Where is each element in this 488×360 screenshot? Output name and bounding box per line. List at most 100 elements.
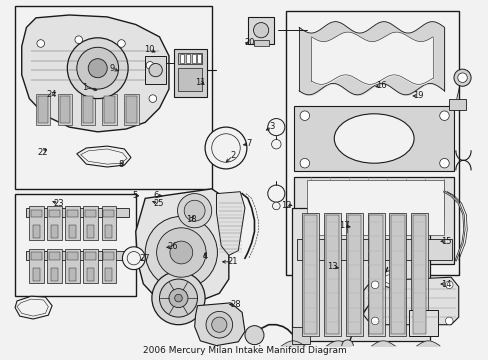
Bar	[47, 249, 61, 283]
Text: 6: 6	[153, 191, 159, 199]
Circle shape	[300, 158, 309, 168]
Text: 3: 3	[269, 122, 274, 131]
Circle shape	[122, 247, 145, 270]
Circle shape	[204, 127, 246, 169]
Bar	[29, 206, 43, 240]
Polygon shape	[77, 146, 131, 167]
Polygon shape	[136, 189, 228, 303]
Text: 14: 14	[441, 279, 451, 288]
Bar	[285, 11, 458, 275]
Circle shape	[300, 111, 309, 121]
Circle shape	[253, 23, 268, 38]
Ellipse shape	[378, 271, 405, 288]
Bar	[292, 208, 429, 341]
Circle shape	[244, 326, 264, 345]
Bar	[306, 180, 444, 235]
Text: 28: 28	[229, 300, 240, 309]
Bar	[191, 54, 195, 63]
Bar	[33, 268, 40, 281]
Text: 9: 9	[109, 64, 115, 73]
Text: 5: 5	[132, 191, 138, 199]
Ellipse shape	[334, 114, 413, 163]
Bar	[29, 249, 43, 283]
Circle shape	[118, 40, 125, 47]
Circle shape	[439, 111, 448, 121]
Circle shape	[152, 271, 204, 325]
Polygon shape	[36, 94, 50, 125]
Bar	[390, 215, 404, 334]
Circle shape	[169, 289, 187, 307]
Text: 11: 11	[195, 78, 205, 87]
Text: 17: 17	[338, 221, 349, 230]
Text: 18: 18	[185, 215, 196, 224]
Circle shape	[37, 40, 44, 47]
Circle shape	[439, 158, 448, 168]
Circle shape	[272, 202, 280, 210]
Bar	[31, 252, 41, 260]
Bar	[197, 54, 201, 63]
Text: 4: 4	[202, 252, 207, 261]
Text: 22: 22	[37, 148, 47, 157]
Bar	[51, 225, 58, 238]
Text: 26: 26	[167, 242, 178, 251]
Bar	[103, 252, 114, 260]
Circle shape	[145, 216, 217, 289]
Bar	[302, 213, 319, 336]
Text: 15: 15	[441, 237, 451, 246]
Bar	[15, 6, 211, 189]
Bar	[102, 206, 116, 240]
Circle shape	[127, 252, 140, 265]
Polygon shape	[81, 94, 95, 125]
Circle shape	[370, 317, 378, 325]
Text: 23: 23	[53, 199, 64, 208]
Text: 21: 21	[227, 257, 238, 266]
Bar	[65, 249, 80, 283]
Circle shape	[184, 200, 204, 221]
Circle shape	[370, 281, 378, 289]
Bar	[105, 268, 112, 281]
Circle shape	[211, 134, 240, 162]
Bar	[408, 310, 437, 336]
Polygon shape	[58, 94, 72, 125]
Text: 2006 Mercury Milan Intake Manifold Diagram: 2006 Mercury Milan Intake Manifold Diagr…	[142, 346, 346, 355]
Circle shape	[205, 311, 232, 338]
Bar	[33, 225, 40, 238]
Bar	[412, 215, 426, 334]
Bar	[105, 225, 112, 238]
Bar	[102, 249, 116, 283]
Bar	[83, 206, 98, 240]
Bar	[85, 252, 96, 260]
Text: 1: 1	[81, 83, 87, 92]
Bar	[69, 268, 76, 281]
Circle shape	[88, 59, 107, 78]
Polygon shape	[81, 149, 127, 164]
Bar	[67, 252, 78, 260]
Polygon shape	[17, 299, 48, 316]
Polygon shape	[102, 94, 117, 125]
Bar	[325, 215, 338, 334]
Polygon shape	[21, 15, 169, 132]
Circle shape	[67, 38, 128, 99]
Bar	[173, 49, 206, 97]
Bar	[347, 215, 360, 334]
Bar	[297, 239, 451, 260]
Bar	[65, 206, 80, 240]
Text: 27: 27	[139, 254, 150, 263]
Text: 13: 13	[327, 262, 337, 271]
Bar	[49, 210, 60, 217]
Bar	[294, 176, 453, 264]
Bar	[253, 40, 268, 46]
Circle shape	[169, 241, 192, 264]
Bar	[292, 327, 309, 344]
Bar	[178, 68, 202, 91]
Circle shape	[177, 194, 211, 228]
Bar	[323, 213, 340, 336]
Bar	[388, 213, 406, 336]
Circle shape	[271, 139, 281, 149]
Circle shape	[267, 118, 285, 136]
Polygon shape	[82, 96, 93, 123]
Circle shape	[77, 47, 119, 89]
Text: 24: 24	[46, 90, 57, 99]
Circle shape	[174, 294, 182, 302]
Polygon shape	[216, 192, 244, 255]
